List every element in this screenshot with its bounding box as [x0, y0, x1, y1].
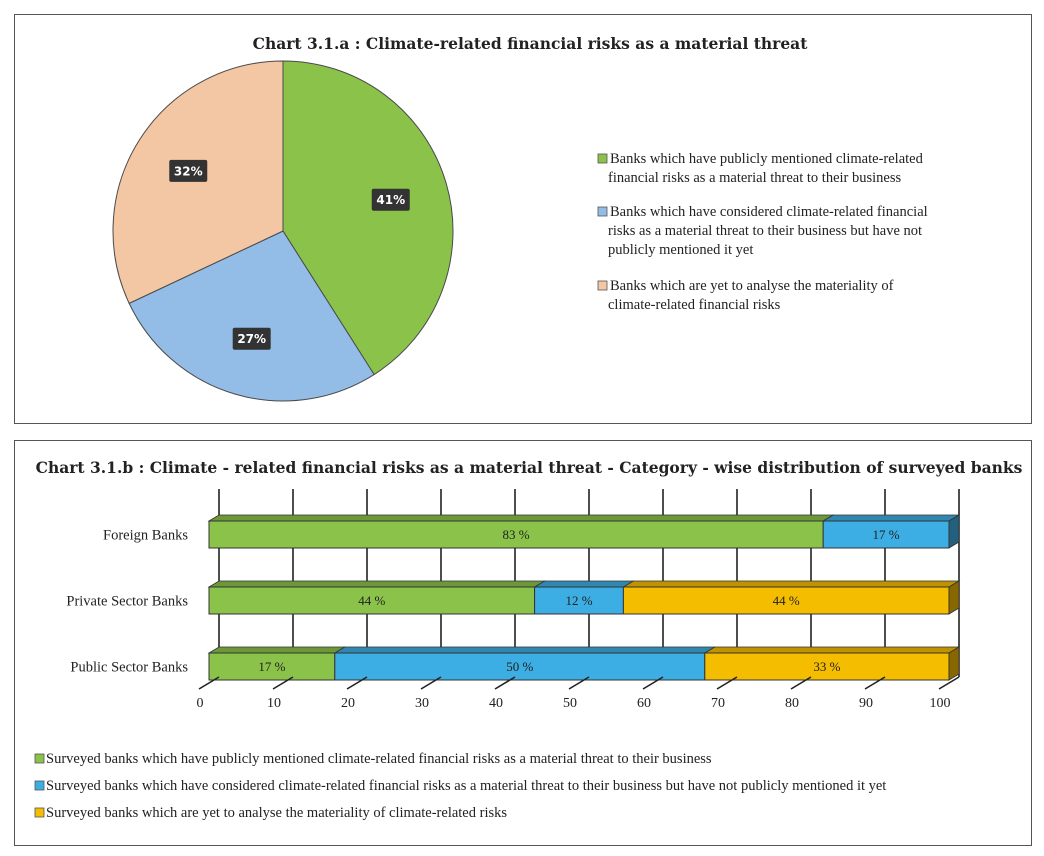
bar-legend-label: Surveyed banks which have considered cli… [46, 778, 886, 794]
pie-slice [282, 60, 454, 376]
bar-data-label: 17 % [873, 527, 900, 542]
pie-chart-title: Chart 3.1.a : Climate-related financial … [253, 34, 809, 53]
pie-legend-swatch [597, 206, 608, 217]
bar [208, 652, 336, 681]
x-tick-label: 80 [785, 696, 799, 711]
bar-segment [533, 580, 635, 615]
axis-tick [864, 676, 886, 690]
pie-data-label: 32% [174, 164, 203, 178]
pie-label-box [232, 327, 271, 350]
bar-segment [821, 514, 961, 549]
pie-data-label: 27% [237, 332, 266, 346]
pie-legend-label: climate-related financial risks [608, 297, 781, 313]
pie-slice [128, 230, 375, 402]
bar-segment [333, 646, 717, 681]
bar-legend-swatch [34, 753, 45, 764]
axis-tick [938, 676, 960, 690]
axis-tick [420, 676, 442, 690]
pie-label-box [371, 188, 410, 211]
x-tick-label: 70 [711, 696, 725, 711]
pie-legend-label: publicly mentioned it yet [608, 242, 753, 258]
bar [208, 520, 824, 549]
pie-label-box [169, 159, 208, 182]
axis-tick [790, 676, 812, 690]
bar-data-label: 83 % [503, 527, 530, 542]
bar [334, 652, 706, 681]
pie-legend-swatch [597, 280, 608, 291]
pie-data-label: 41% [376, 193, 405, 207]
category-label: Foreign Banks [103, 528, 188, 544]
axis-tick [272, 676, 294, 690]
x-tick-label: 50 [563, 696, 577, 711]
bar-legend-swatch [34, 780, 45, 791]
category-label: Public Sector Banks [70, 660, 188, 676]
bar [822, 520, 950, 549]
pie-chart: Chart 3.1.a : Climate-related financial … [112, 34, 928, 402]
axis-tick [198, 676, 220, 690]
bar-data-label: 33 % [813, 659, 840, 674]
pie-slices [112, 60, 454, 402]
pie-legend-label: risks as a material threat to their busi… [608, 223, 922, 239]
axis-tick [494, 676, 516, 690]
x-tick-label: 40 [489, 696, 503, 711]
pie-slice [112, 60, 284, 305]
x-tick-label: 100 [930, 696, 951, 711]
bar-data-label: 12 % [565, 593, 592, 608]
x-tick-label: 0 [197, 696, 204, 711]
pie-legend-label: Banks which are yet to analyse the mater… [610, 278, 894, 294]
x-tick-label: 30 [415, 696, 429, 711]
bar-legend: Surveyed banks which have publicly menti… [34, 751, 886, 821]
bar-bars: 83 % 17 % 44 % 12 % 44 % 17 % 50 % 33 % [207, 514, 961, 681]
bar [208, 586, 536, 615]
bar-legend-swatch [34, 807, 45, 818]
axis-tick [642, 676, 664, 690]
axis-tick [346, 676, 368, 690]
bar-categories: Foreign Banks Private Sector Banks Public … [66, 528, 188, 676]
bar-data-label: 44 % [358, 593, 385, 608]
x-tick-label: 10 [267, 696, 281, 711]
x-tick-label: 90 [859, 696, 873, 711]
bar-segment [207, 580, 547, 615]
bar-segment [621, 580, 961, 615]
pie-chart-panel: Chart 3.1.a : Climate-related financial … [14, 14, 1032, 424]
pie-legend-label: financial risks as a material threat to … [608, 170, 901, 186]
bar-data-label: 44 % [773, 593, 800, 608]
bar-chart-panel: Chart 3.1.b : Climate - related financia… [14, 440, 1032, 846]
bar [622, 586, 950, 615]
bar-segment [207, 646, 347, 681]
pie-legend-swatch [597, 153, 608, 164]
x-tick-label: 20 [341, 696, 355, 711]
bar-data-label: 17 % [258, 659, 285, 674]
category-label: Private Sector Banks [66, 594, 188, 610]
bar-chart-title: Chart 3.1.b : Climate - related financia… [36, 458, 1023, 477]
bar-chart: Chart 3.1.b : Climate - related financia… [34, 458, 1023, 821]
pie-legend-label: Banks which have considered climate-rela… [610, 204, 928, 220]
axis-tick [716, 676, 738, 690]
bar-x-axis: 0 10 20 30 40 50 60 70 80 90 100 [197, 676, 960, 711]
bar-legend-label: Surveyed banks which are yet to analyse … [46, 805, 507, 821]
pie-labels: 41% 27% 32% [169, 159, 410, 350]
bar-segment [703, 646, 961, 681]
bar-legend-label: Surveyed banks which have publicly menti… [46, 751, 712, 767]
bar-data-label: 50 % [506, 659, 533, 674]
x-tick-label: 60 [637, 696, 651, 711]
axis-tick [568, 676, 590, 690]
pie-legend: Banks which have publicly mentioned clim… [597, 151, 928, 313]
pie-legend-label: Banks which have publicly mentioned clim… [610, 151, 924, 167]
